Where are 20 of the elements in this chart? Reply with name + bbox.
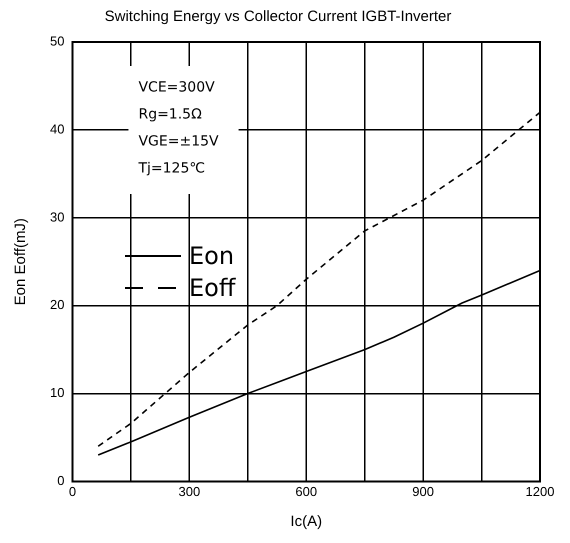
y-tick-label: 20	[50, 297, 64, 312]
x-tick-label: 1200	[526, 484, 554, 499]
x-axis-title: Ic(A)	[290, 513, 322, 530]
x-tick-label: 900	[412, 484, 434, 499]
y-tick-label: 50	[50, 34, 64, 49]
legend-label: Eoff	[189, 273, 236, 304]
annotation: VCE=300V	[138, 80, 216, 96]
y-tick-label: 0	[57, 472, 64, 488]
y-tick-label: 30	[50, 209, 64, 224]
x-tick-label: 600	[295, 484, 318, 499]
legend-label: Eon	[189, 241, 234, 272]
y-axis-title: Eon Eoff(mJ)	[12, 218, 30, 306]
y-tick-label: 40	[50, 121, 64, 136]
annotation: Tj=125℃	[137, 160, 206, 177]
y-tick-label: 10	[50, 385, 64, 400]
chart-title: Switching Energy vs Collector Current IGBT-Inverter	[104, 8, 452, 26]
x-tick-label: 0	[68, 484, 76, 499]
annotation: VGE=±15V	[138, 134, 220, 150]
annotation: Rg=1.5Ω	[138, 106, 202, 123]
x-tick-label: 300	[178, 484, 200, 499]
